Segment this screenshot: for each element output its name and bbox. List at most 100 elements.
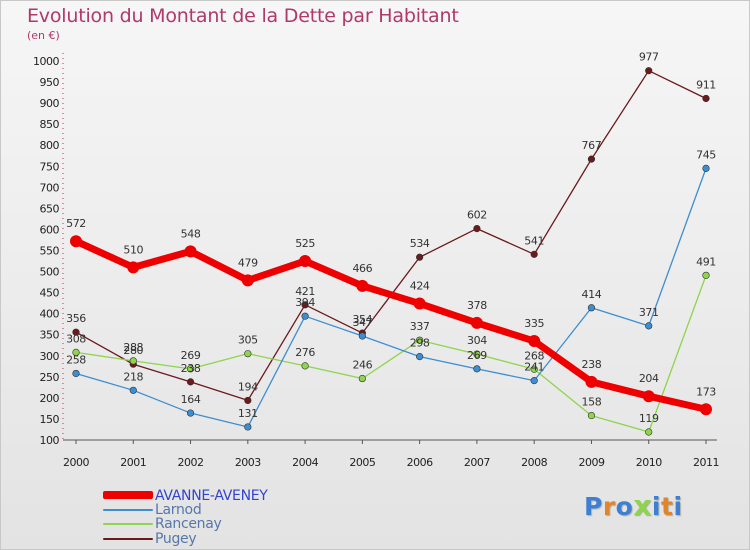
data-label: 119 xyxy=(639,412,659,425)
data-point xyxy=(301,301,309,309)
data-point xyxy=(186,365,195,373)
data-point xyxy=(587,411,596,420)
data-point xyxy=(528,335,541,348)
data-label: 337 xyxy=(410,320,430,333)
x-tick-label: 2002 xyxy=(178,456,204,469)
data-label: 421 xyxy=(295,285,315,298)
data-label: 238 xyxy=(181,362,201,375)
x-tick-label: 2011 xyxy=(693,456,719,469)
data-point xyxy=(645,428,653,436)
y-tick-label: 150 xyxy=(40,413,60,426)
data-label: 378 xyxy=(467,299,487,312)
proxiti-logo: Proxiti xyxy=(584,489,683,522)
series-line xyxy=(72,237,710,413)
data-point xyxy=(702,164,710,172)
data-point xyxy=(70,235,82,248)
data-point xyxy=(301,362,309,370)
legend-label: Pugey xyxy=(155,530,197,547)
series-line xyxy=(75,167,707,428)
logo-letter: r xyxy=(602,492,616,521)
y-tick-label: 900 xyxy=(40,97,60,110)
data-label: 424 xyxy=(410,280,430,293)
data-label: 164 xyxy=(181,393,201,406)
data-point xyxy=(416,253,424,261)
data-label: 356 xyxy=(66,312,86,325)
data-label: 173 xyxy=(696,385,716,398)
y-tick-label: 400 xyxy=(40,308,60,321)
legend-entry: Pugey xyxy=(103,530,323,547)
data-point xyxy=(587,155,596,163)
legend-swatch xyxy=(103,523,153,526)
y-tick-label: 500 xyxy=(40,266,60,279)
data-label: 414 xyxy=(582,288,602,301)
data-label: 911 xyxy=(696,78,716,91)
data-label: 466 xyxy=(352,262,372,275)
y-tick-label: 800 xyxy=(40,139,60,152)
data-point xyxy=(416,353,424,361)
data-label: 131 xyxy=(238,407,258,420)
y-tick-label: 550 xyxy=(40,245,60,258)
x-tick-label: 2006 xyxy=(407,456,433,469)
data-point xyxy=(700,403,712,416)
data-point xyxy=(72,328,80,336)
y-tick-label: 450 xyxy=(40,287,60,300)
data-point xyxy=(356,279,369,292)
logo-letter: t xyxy=(661,492,674,521)
legend-label: Rancenay xyxy=(155,516,222,533)
data-label: 479 xyxy=(238,256,258,269)
y-tick-label: 700 xyxy=(40,181,60,194)
data-point xyxy=(129,357,137,365)
legend-swatch xyxy=(103,509,153,512)
legend-label: AVANNE-AVENEY xyxy=(155,488,268,504)
x-tick-label: 2003 xyxy=(235,456,261,469)
data-label: 308 xyxy=(66,332,86,345)
data-label: 241 xyxy=(524,361,544,374)
logo-letter: i xyxy=(651,492,661,521)
legend-entry: AVANNE-AVENEY xyxy=(103,488,323,504)
data-point xyxy=(587,304,596,312)
x-tick-label: 2007 xyxy=(464,456,490,469)
data-point xyxy=(244,423,252,431)
y-tick-label: 650 xyxy=(40,202,60,215)
x-tick-label: 2001 xyxy=(120,456,146,469)
data-label: 335 xyxy=(524,317,544,330)
data-label: 204 xyxy=(639,372,659,385)
data-point xyxy=(186,378,195,386)
data-point xyxy=(530,250,538,258)
legend-swatch xyxy=(103,537,153,540)
data-label: 268 xyxy=(524,349,544,362)
data-label: 246 xyxy=(352,359,372,372)
data-label: 525 xyxy=(295,237,315,250)
data-label: 305 xyxy=(238,334,258,347)
x-tick-label: 2009 xyxy=(578,456,604,469)
chart-title: Evolution du Montant de la Dette par Hab… xyxy=(27,5,459,27)
y-tick-label: 250 xyxy=(40,371,60,384)
data-point xyxy=(299,255,312,268)
data-point xyxy=(358,374,366,383)
y-tick-label: 950 xyxy=(40,76,60,89)
y-tick-label: 350 xyxy=(40,329,60,342)
data-label: 304 xyxy=(467,334,487,347)
data-point xyxy=(473,350,481,358)
data-point xyxy=(470,316,483,329)
y-tick-label: 850 xyxy=(40,118,60,131)
data-point xyxy=(301,312,309,320)
data-label: 276 xyxy=(295,346,315,359)
data-point xyxy=(702,271,710,279)
data-label: 602 xyxy=(467,209,487,222)
data-point xyxy=(244,350,252,358)
data-label: 354 xyxy=(352,313,372,326)
data-label: 194 xyxy=(238,380,258,393)
data-point xyxy=(645,67,653,75)
y-tick-label: 1000 xyxy=(33,55,59,68)
data-label: 767 xyxy=(582,139,602,152)
data-point xyxy=(358,332,366,340)
data-point xyxy=(642,390,655,403)
data-point xyxy=(473,365,481,373)
data-point xyxy=(530,365,538,373)
logo-letter: P xyxy=(584,492,603,521)
y-tick-label: 600 xyxy=(40,223,60,236)
chart-unit: (en €) xyxy=(27,29,60,42)
data-label: 510 xyxy=(123,243,143,256)
